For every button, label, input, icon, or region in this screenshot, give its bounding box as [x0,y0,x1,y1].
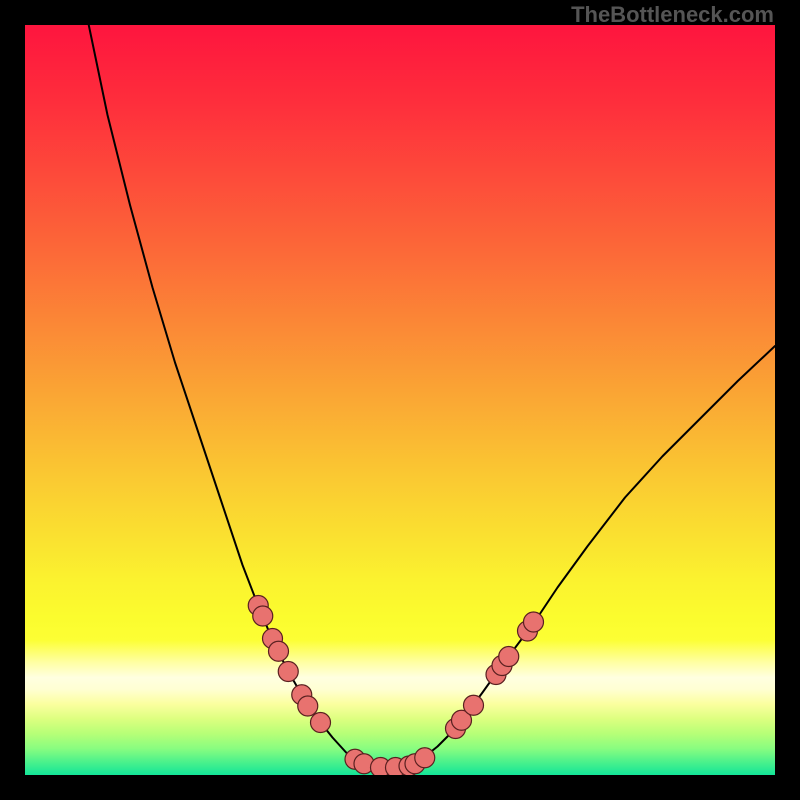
data-marker [464,695,484,715]
data-marker [269,641,289,661]
data-marker [311,713,331,733]
data-marker [278,662,298,682]
data-marker [415,748,435,768]
bottleneck-chart: TheBottleneck.com [0,0,800,800]
plot-area [25,25,775,775]
curve-layer [25,25,775,775]
data-marker [499,647,519,667]
data-marker [524,612,544,632]
watermark-text: TheBottleneck.com [571,2,774,28]
data-markers [248,596,543,776]
bottleneck-curve [89,25,775,768]
data-marker [298,696,318,716]
data-marker [253,606,273,626]
